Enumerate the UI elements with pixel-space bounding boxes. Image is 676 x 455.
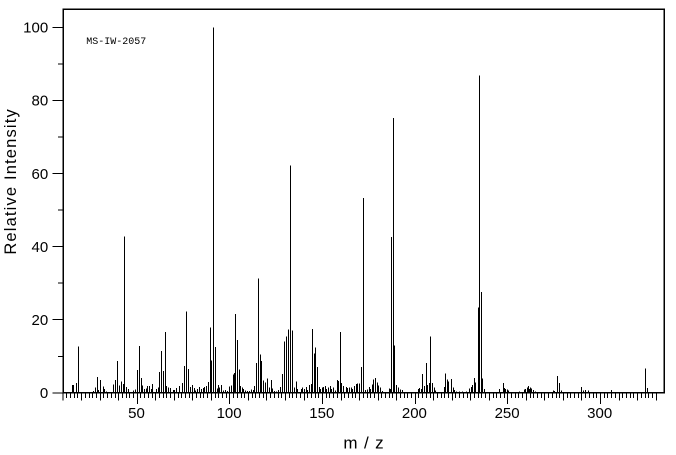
svg-text:0: 0 [40, 385, 48, 402]
svg-text:300: 300 [587, 405, 612, 422]
svg-text:100: 100 [217, 405, 242, 422]
svg-text:60: 60 [32, 166, 49, 183]
svg-text:150: 150 [309, 405, 334, 422]
svg-text:100: 100 [23, 20, 48, 37]
svg-text:50: 50 [128, 405, 145, 422]
svg-text:40: 40 [32, 239, 49, 256]
svg-text:Relative Intensity: Relative Intensity [2, 108, 20, 255]
svg-text:80: 80 [32, 93, 49, 110]
svg-text:20: 20 [32, 312, 49, 329]
svg-text:250: 250 [495, 405, 520, 422]
svg-text:m/z: m/z [343, 434, 390, 453]
svg-text:MS-IW-2057: MS-IW-2057 [86, 37, 146, 48]
svg-text:200: 200 [402, 405, 427, 422]
